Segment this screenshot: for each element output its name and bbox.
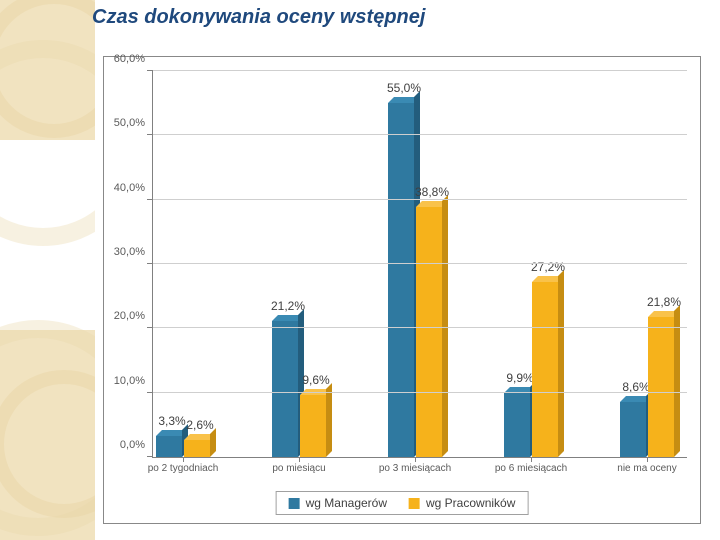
legend-item: wg Managerów: [289, 496, 387, 510]
y-tick: [147, 327, 153, 328]
legend-label: wg Managerów: [306, 496, 387, 510]
x-tick: [299, 457, 300, 462]
decor-ring: [0, 40, 95, 246]
y-tick: [147, 199, 153, 200]
bar-value-label: 9,9%: [506, 371, 533, 385]
legend-label: wg Pracowników: [426, 496, 515, 510]
grid-line: [153, 263, 687, 264]
x-axis-label: po 3 miesiącach: [379, 463, 451, 474]
page-title: Czas dokonywania oceny wstępnej: [92, 6, 425, 29]
x-axis-label: po 6 miesiącach: [495, 463, 567, 474]
chart-container: 3,3%2,6%21,2%9,6%55,0%38,8%9,9%27,2%8,6%…: [103, 56, 701, 524]
x-axis-label: nie ma oceny: [617, 463, 676, 474]
chart-bar: [272, 321, 298, 457]
y-tick: [147, 70, 153, 71]
chart-bar: [620, 402, 646, 457]
legend-swatch: [409, 498, 420, 509]
grid-line: [153, 70, 687, 71]
x-axis-label: po 2 tygodniach: [148, 463, 219, 474]
chart-bars: 3,3%2,6%21,2%9,6%55,0%38,8%9,9%27,2%8,6%…: [153, 71, 687, 457]
chart-bar: [648, 317, 674, 457]
bar-value-label: 3,3%: [158, 414, 185, 428]
y-axis-label: 10,0%: [114, 375, 145, 387]
x-tick: [531, 457, 532, 462]
bar-value-label: 55,0%: [387, 81, 421, 95]
legend-swatch: [289, 498, 300, 509]
y-tick: [147, 456, 153, 457]
chart-plot-area: 3,3%2,6%21,2%9,6%55,0%38,8%9,9%27,2%8,6%…: [152, 71, 687, 458]
chart-legend: wg Managerów wg Pracowników: [276, 491, 529, 515]
x-axis-label: po miesiącu: [272, 463, 325, 474]
chart-bar: [416, 207, 442, 457]
chart-bar: [156, 436, 182, 457]
y-tick: [147, 392, 153, 393]
y-axis-label: 20,0%: [114, 310, 145, 322]
y-tick: [147, 134, 153, 135]
y-axis-label: 40,0%: [114, 182, 145, 194]
y-axis-label: 50,0%: [114, 117, 145, 129]
grid-line: [153, 392, 687, 393]
y-axis-label: 30,0%: [114, 246, 145, 258]
y-axis-label: 60,0%: [114, 53, 145, 65]
bar-value-label: 2,6%: [186, 418, 213, 432]
x-tick: [183, 457, 184, 462]
legend-item: wg Pracowników: [409, 496, 515, 510]
bar-value-label: 38,8%: [415, 185, 449, 199]
bar-value-label: 21,2%: [271, 299, 305, 313]
chart-bar: [532, 282, 558, 457]
chart-bar: [300, 395, 326, 457]
x-tick: [415, 457, 416, 462]
decor-ring: [0, 320, 95, 536]
bar-value-label: 21,8%: [647, 295, 681, 309]
bar-value-label: 9,6%: [302, 373, 329, 387]
y-tick: [147, 263, 153, 264]
chart-bar: [388, 103, 414, 457]
grid-line: [153, 327, 687, 328]
chart-bar: [184, 440, 210, 457]
y-axis-label: 0,0%: [120, 439, 145, 451]
decor-panel: [0, 0, 95, 540]
x-tick: [647, 457, 648, 462]
grid-line: [153, 199, 687, 200]
chart-bar: [504, 393, 530, 457]
grid-line: [153, 134, 687, 135]
